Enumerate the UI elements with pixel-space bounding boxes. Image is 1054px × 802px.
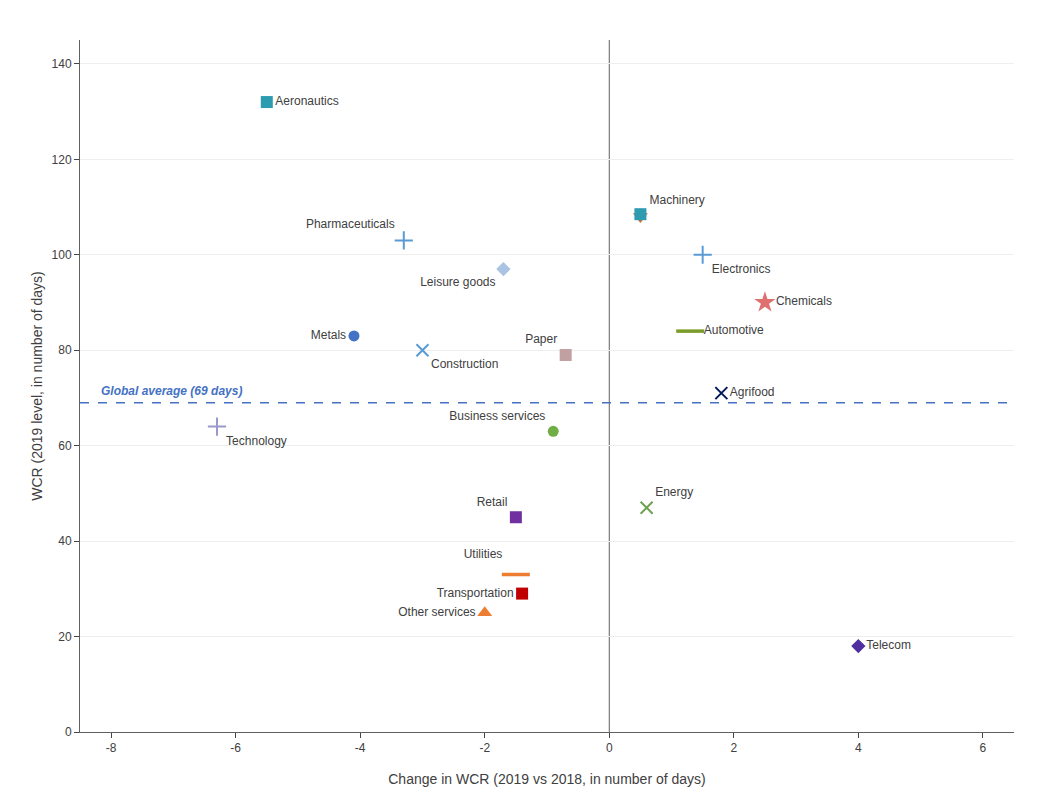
svg-text:Aeronautics: Aeronautics	[275, 94, 338, 108]
svg-text:Retail: Retail	[477, 495, 508, 509]
svg-text:Other services: Other services	[398, 605, 475, 619]
svg-text:Energy: Energy	[655, 485, 693, 499]
svg-text:Business services: Business services	[449, 409, 545, 423]
svg-text:4: 4	[855, 741, 862, 755]
svg-text:-2: -2	[479, 741, 490, 755]
svg-text:Metals: Metals	[311, 328, 346, 342]
svg-text:-8: -8	[106, 741, 117, 755]
svg-text:-4: -4	[355, 741, 366, 755]
svg-text:Paper: Paper	[525, 332, 557, 346]
svg-text:0: 0	[65, 725, 72, 739]
svg-text:Utilities: Utilities	[464, 547, 503, 561]
svg-text:Agrifood: Agrifood	[730, 385, 775, 399]
svg-text:0: 0	[606, 741, 613, 755]
svg-text:Chemicals: Chemicals	[776, 294, 832, 308]
svg-text:100: 100	[52, 248, 72, 262]
svg-text:Construction: Construction	[431, 357, 498, 371]
svg-text:140: 140	[52, 57, 72, 71]
svg-text:WCR (2019 level, in number of: WCR (2019 level, in number of days)	[29, 271, 45, 501]
svg-text:2: 2	[730, 741, 737, 755]
svg-text:6: 6	[980, 741, 987, 755]
svg-text:120: 120	[52, 153, 72, 167]
svg-text:Automotive: Automotive	[704, 323, 764, 337]
svg-text:Pharmaceuticals: Pharmaceuticals	[306, 217, 395, 231]
svg-text:60: 60	[58, 439, 72, 453]
svg-text:-6: -6	[230, 741, 241, 755]
svg-text:40: 40	[58, 534, 72, 548]
svg-text:Change in WCR (2019 vs 2018, i: Change in WCR (2019 vs 2018, in number o…	[388, 771, 706, 787]
svg-text:80: 80	[58, 343, 72, 357]
svg-text:Leisure goods: Leisure goods	[420, 275, 495, 289]
svg-text:Machinery: Machinery	[650, 193, 705, 207]
svg-text:Telecom: Telecom	[866, 638, 911, 652]
svg-text:Electronics: Electronics	[712, 262, 771, 276]
svg-text:Global average (69 days): Global average (69 days)	[101, 384, 242, 398]
svg-text:Technology: Technology	[226, 434, 287, 448]
svg-text:Transportation: Transportation	[437, 586, 514, 600]
svg-text:20: 20	[58, 630, 72, 644]
